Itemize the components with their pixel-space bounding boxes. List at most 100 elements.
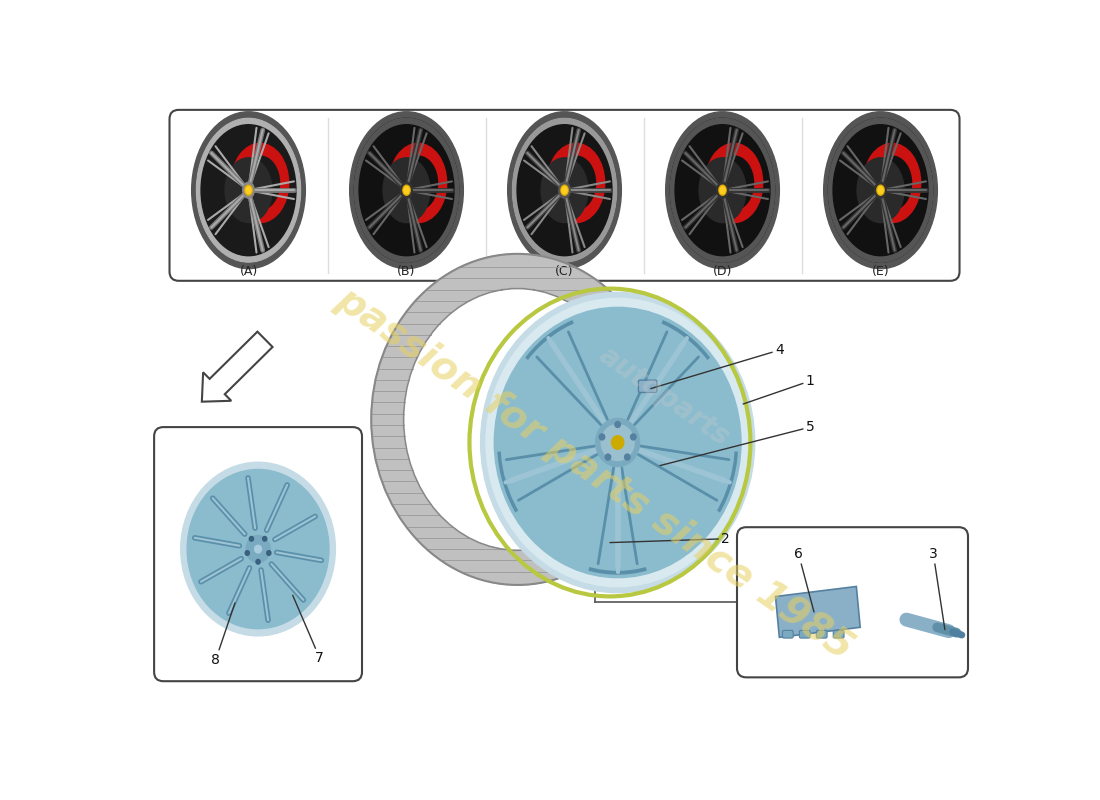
FancyBboxPatch shape xyxy=(169,110,959,281)
Ellipse shape xyxy=(246,186,251,194)
Ellipse shape xyxy=(833,125,928,256)
FancyBboxPatch shape xyxy=(154,427,362,682)
Ellipse shape xyxy=(630,434,636,440)
Ellipse shape xyxy=(541,158,589,222)
Text: passion for parts since 1985: passion for parts since 1985 xyxy=(329,279,860,667)
Ellipse shape xyxy=(241,156,279,210)
Ellipse shape xyxy=(256,559,260,564)
Ellipse shape xyxy=(494,307,741,578)
Ellipse shape xyxy=(561,185,569,195)
Polygon shape xyxy=(635,444,738,513)
Ellipse shape xyxy=(615,422,620,427)
Ellipse shape xyxy=(675,125,770,256)
FancyBboxPatch shape xyxy=(638,380,657,393)
Ellipse shape xyxy=(517,125,612,256)
Ellipse shape xyxy=(245,185,252,195)
Ellipse shape xyxy=(508,112,622,269)
Ellipse shape xyxy=(250,537,253,541)
Ellipse shape xyxy=(557,156,595,210)
Ellipse shape xyxy=(245,550,250,555)
Ellipse shape xyxy=(824,112,937,269)
Text: 4: 4 xyxy=(651,343,783,389)
Ellipse shape xyxy=(359,125,454,256)
Ellipse shape xyxy=(404,289,631,550)
Text: 5: 5 xyxy=(660,420,814,466)
Ellipse shape xyxy=(548,143,605,222)
Text: 8: 8 xyxy=(211,603,235,666)
Text: (C): (C) xyxy=(556,265,574,278)
Ellipse shape xyxy=(828,118,933,262)
Ellipse shape xyxy=(354,118,459,262)
Ellipse shape xyxy=(877,185,884,195)
Ellipse shape xyxy=(719,185,726,195)
Ellipse shape xyxy=(864,143,921,222)
FancyBboxPatch shape xyxy=(782,630,793,638)
Text: (E): (E) xyxy=(871,265,889,278)
Ellipse shape xyxy=(874,182,887,198)
Text: 3: 3 xyxy=(930,547,945,630)
Ellipse shape xyxy=(872,156,912,210)
Ellipse shape xyxy=(187,470,329,629)
Text: 7: 7 xyxy=(293,595,324,665)
Ellipse shape xyxy=(502,315,734,570)
Ellipse shape xyxy=(371,254,663,585)
Ellipse shape xyxy=(700,158,746,222)
Ellipse shape xyxy=(486,298,749,586)
Ellipse shape xyxy=(201,125,296,256)
Text: (B): (B) xyxy=(397,265,416,278)
Ellipse shape xyxy=(559,182,570,198)
Ellipse shape xyxy=(404,186,409,194)
Ellipse shape xyxy=(602,425,634,461)
Ellipse shape xyxy=(670,118,774,262)
Text: (D): (D) xyxy=(713,265,733,278)
Ellipse shape xyxy=(717,182,728,198)
Ellipse shape xyxy=(828,118,933,262)
Text: 6: 6 xyxy=(794,547,814,612)
Ellipse shape xyxy=(625,454,630,460)
Ellipse shape xyxy=(180,462,336,636)
Ellipse shape xyxy=(197,118,300,262)
Text: 1: 1 xyxy=(744,374,815,404)
Ellipse shape xyxy=(398,156,438,210)
FancyBboxPatch shape xyxy=(737,527,968,678)
FancyBboxPatch shape xyxy=(800,630,810,638)
Polygon shape xyxy=(626,320,710,428)
Ellipse shape xyxy=(231,143,288,222)
Ellipse shape xyxy=(670,118,774,262)
Polygon shape xyxy=(526,320,609,428)
Ellipse shape xyxy=(243,182,254,198)
Text: autoparts: autoparts xyxy=(593,341,735,452)
Ellipse shape xyxy=(350,112,463,269)
Ellipse shape xyxy=(354,118,459,262)
Ellipse shape xyxy=(513,118,617,262)
Polygon shape xyxy=(497,444,601,513)
Ellipse shape xyxy=(666,112,780,269)
Ellipse shape xyxy=(263,537,267,541)
Polygon shape xyxy=(202,332,273,402)
Ellipse shape xyxy=(600,434,605,440)
Polygon shape xyxy=(588,464,647,574)
Ellipse shape xyxy=(197,118,300,262)
Text: (A): (A) xyxy=(240,265,257,278)
Ellipse shape xyxy=(191,112,306,269)
Ellipse shape xyxy=(400,182,412,198)
Ellipse shape xyxy=(612,436,624,450)
Ellipse shape xyxy=(513,118,617,262)
Ellipse shape xyxy=(403,185,410,195)
Ellipse shape xyxy=(255,546,262,553)
Ellipse shape xyxy=(596,418,639,466)
Ellipse shape xyxy=(266,550,271,555)
Ellipse shape xyxy=(878,186,883,194)
Ellipse shape xyxy=(246,535,271,562)
Ellipse shape xyxy=(857,158,904,222)
Ellipse shape xyxy=(226,158,272,222)
FancyBboxPatch shape xyxy=(816,630,827,638)
Ellipse shape xyxy=(719,186,725,194)
Ellipse shape xyxy=(383,158,430,222)
FancyBboxPatch shape xyxy=(834,630,844,638)
Ellipse shape xyxy=(714,156,754,210)
Ellipse shape xyxy=(705,143,762,222)
Polygon shape xyxy=(776,586,860,638)
Ellipse shape xyxy=(605,454,610,460)
Text: 2: 2 xyxy=(609,532,729,546)
